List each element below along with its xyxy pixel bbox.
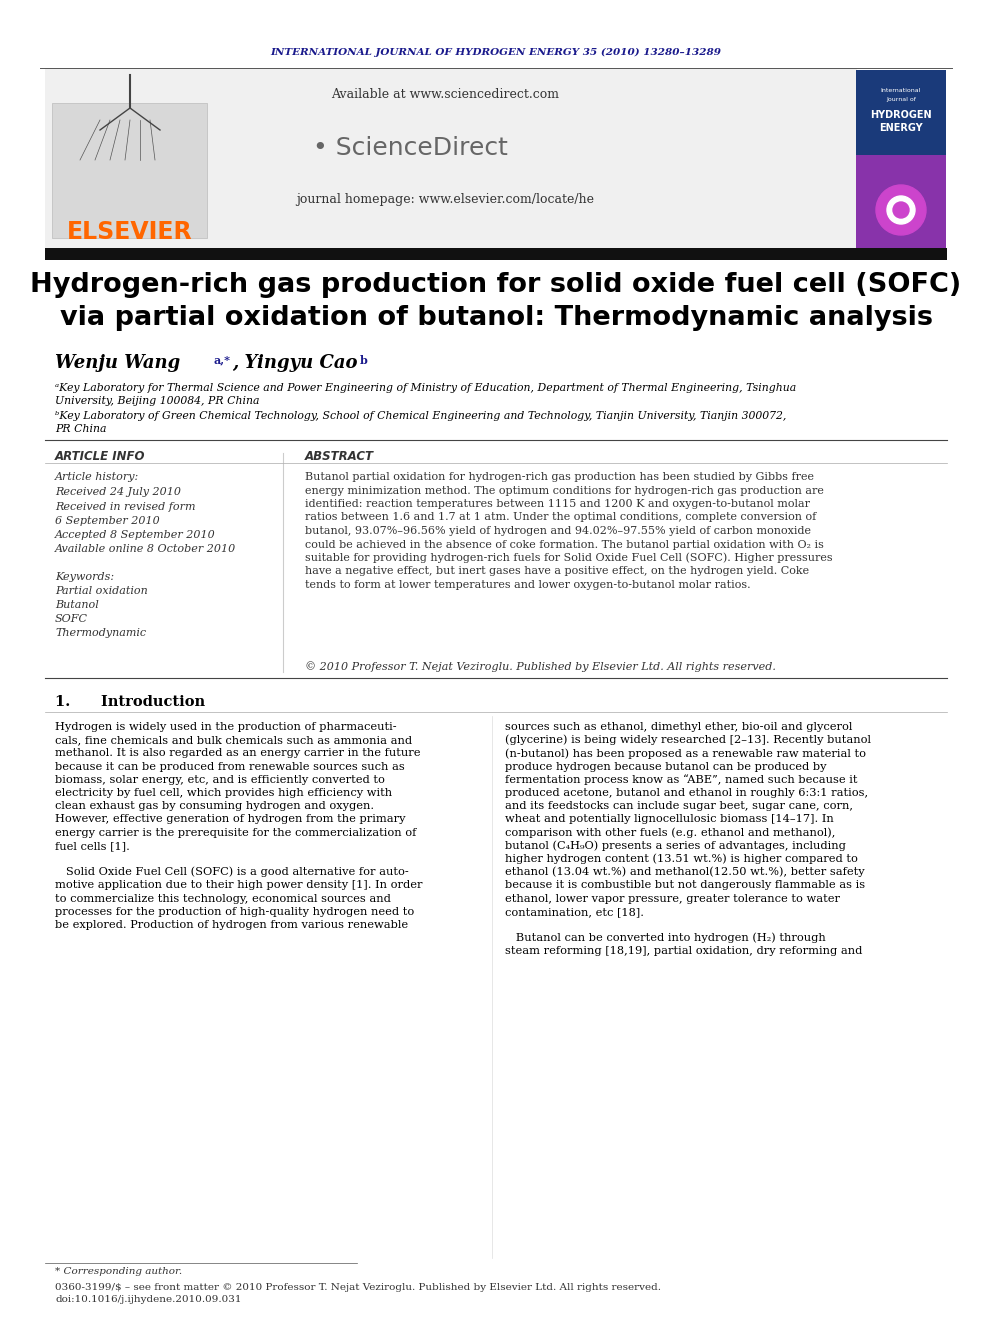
Text: (glycerine) is being widely researched [2–13]. Recently butanol: (glycerine) is being widely researched [… — [505, 734, 871, 745]
Text: Butanol: Butanol — [55, 601, 99, 610]
Text: PR China: PR China — [55, 423, 106, 434]
Text: be explored. Production of hydrogen from various renewable: be explored. Production of hydrogen from… — [55, 919, 408, 930]
Text: ethanol, lower vapor pressure, greater tolerance to water: ethanol, lower vapor pressure, greater t… — [505, 893, 840, 904]
Text: © 2010 Professor T. Nejat Veziroglu. Published by Elsevier Ltd. All rights reser: © 2010 Professor T. Nejat Veziroglu. Pub… — [305, 662, 776, 672]
Text: ELSEVIER: ELSEVIER — [67, 220, 192, 243]
Text: 0360-3199/$ – see front matter © 2010 Professor T. Nejat Veziroglu. Published by: 0360-3199/$ – see front matter © 2010 Pr… — [55, 1282, 661, 1291]
Text: ARTICLE INFO: ARTICLE INFO — [55, 451, 146, 463]
Text: biomass, solar energy, etc, and is efficiently converted to: biomass, solar energy, etc, and is effic… — [55, 775, 385, 785]
Text: steam reforming [18,19], partial oxidation, dry reforming and: steam reforming [18,19], partial oxidati… — [505, 946, 862, 957]
Text: because it is combustible but not dangerously flammable as is: because it is combustible but not danger… — [505, 880, 865, 890]
Text: energy minimization method. The optimum conditions for hydrogen-rich gas product: energy minimization method. The optimum … — [305, 486, 824, 496]
Text: energy carrier is the prerequisite for the commercialization of: energy carrier is the prerequisite for t… — [55, 828, 417, 837]
Text: Journal of: Journal of — [886, 98, 916, 102]
Text: Available at www.sciencedirect.com: Available at www.sciencedirect.com — [331, 89, 559, 102]
Circle shape — [893, 202, 909, 218]
Text: Accepted 8 September 2010: Accepted 8 September 2010 — [55, 531, 215, 540]
Text: sources such as ethanol, dimethyl ether, bio-oil and glycerol: sources such as ethanol, dimethyl ether,… — [505, 722, 852, 732]
Text: Partial oxidation: Partial oxidation — [55, 586, 148, 595]
Text: contamination, etc [18].: contamination, etc [18]. — [505, 906, 644, 917]
Text: higher hydrogen content (13.51 wt.%) is higher compared to: higher hydrogen content (13.51 wt.%) is … — [505, 853, 858, 864]
Text: HYDROGEN: HYDROGEN — [870, 110, 931, 120]
Text: University, Beijing 100084, PR China: University, Beijing 100084, PR China — [55, 396, 260, 406]
Text: because it can be produced from renewable sources such as: because it can be produced from renewabl… — [55, 762, 405, 771]
Text: Butanol can be converted into hydrogen (H₂) through: Butanol can be converted into hydrogen (… — [505, 933, 825, 943]
Text: 6 September 2010: 6 September 2010 — [55, 516, 160, 527]
Bar — [856, 155, 946, 250]
Text: ratios between 1.6 and 1.7 at 1 atm. Under the optimal conditions, complete conv: ratios between 1.6 and 1.7 at 1 atm. Und… — [305, 512, 816, 523]
Text: • ScienceDirect: • ScienceDirect — [312, 136, 508, 160]
Text: b: b — [360, 355, 368, 365]
Text: a,*: a,* — [213, 355, 230, 365]
Text: (n-butanol) has been proposed as a renewable raw material to: (n-butanol) has been proposed as a renew… — [505, 747, 866, 758]
Text: wheat and potentially lignocellulosic biomass [14–17]. In: wheat and potentially lignocellulosic bi… — [505, 815, 833, 824]
Text: processes for the production of high-quality hydrogen need to: processes for the production of high-qua… — [55, 906, 415, 917]
Text: ABSTRACT: ABSTRACT — [305, 451, 374, 463]
Text: butanol (C₄H₉O) presents a series of advantages, including: butanol (C₄H₉O) presents a series of adv… — [505, 840, 846, 851]
Text: Received in revised form: Received in revised form — [55, 501, 195, 512]
Bar — [856, 70, 946, 250]
Text: SOFC: SOFC — [55, 614, 88, 624]
Text: could be achieved in the absence of coke formation. The butanol partial oxidatio: could be achieved in the absence of coke… — [305, 540, 824, 549]
Text: * Corresponding author.: * Corresponding author. — [55, 1267, 183, 1277]
Circle shape — [876, 185, 926, 235]
Text: Hydrogen is widely used in the production of pharmaceuti-: Hydrogen is widely used in the productio… — [55, 722, 397, 732]
Text: fuel cells [1].: fuel cells [1]. — [55, 841, 130, 851]
Text: Solid Oxide Fuel Cell (SOFC) is a good alternative for auto-: Solid Oxide Fuel Cell (SOFC) is a good a… — [55, 867, 409, 877]
Text: Thermodynamic: Thermodynamic — [55, 628, 146, 638]
Text: Received 24 July 2010: Received 24 July 2010 — [55, 487, 181, 497]
Text: suitable for providing hydrogen-rich fuels for Solid Oxide Fuel Cell (SOFC). Hig: suitable for providing hydrogen-rich fue… — [305, 553, 832, 564]
Text: clean exhaust gas by consuming hydrogen and oxygen.: clean exhaust gas by consuming hydrogen … — [55, 802, 374, 811]
Text: journal homepage: www.elsevier.com/locate/he: journal homepage: www.elsevier.com/locat… — [296, 193, 594, 206]
Text: Available online 8 October 2010: Available online 8 October 2010 — [55, 544, 236, 554]
Text: 1.      Introduction: 1. Introduction — [55, 695, 205, 709]
Text: However, effective generation of hydrogen from the primary: However, effective generation of hydroge… — [55, 815, 406, 824]
Text: tends to form at lower temperatures and lower oxygen-to-butanol molar ratios.: tends to form at lower temperatures and … — [305, 579, 751, 590]
Text: ENERGY: ENERGY — [879, 123, 923, 134]
Bar — [52, 103, 207, 238]
Text: Keywords:: Keywords: — [55, 572, 114, 582]
Text: butanol, 93.07%–96.56% yield of hydrogen and 94.02%–97.55% yield of carbon monox: butanol, 93.07%–96.56% yield of hydrogen… — [305, 527, 811, 536]
Text: Article history:: Article history: — [55, 472, 139, 482]
Text: Butanol partial oxidation for hydrogen-rich gas production has been studied by G: Butanol partial oxidation for hydrogen-r… — [305, 472, 814, 482]
Bar — [45, 247, 947, 261]
Bar — [45, 67, 857, 251]
Text: Wenju Wang: Wenju Wang — [55, 355, 186, 372]
Text: , Yingyu Cao: , Yingyu Cao — [232, 355, 364, 372]
Text: have a negative effect, but inert gases have a positive effect, on the hydrogen : have a negative effect, but inert gases … — [305, 566, 809, 577]
Text: to commercialize this technology, economical sources and: to commercialize this technology, econom… — [55, 893, 391, 904]
Text: electricity by fuel cell, which provides high efficiency with: electricity by fuel cell, which provides… — [55, 789, 392, 798]
Text: identified: reaction temperatures between 1115 and 1200 K and oxygen-to-butanol : identified: reaction temperatures betwee… — [305, 499, 810, 509]
Circle shape — [887, 196, 915, 224]
Text: INTERNATIONAL JOURNAL OF HYDROGEN ENERGY 35 (2010) 13280–13289: INTERNATIONAL JOURNAL OF HYDROGEN ENERGY… — [271, 48, 721, 57]
Text: produced acetone, butanol and ethanol in roughly 6:3:1 ratios,: produced acetone, butanol and ethanol in… — [505, 789, 868, 798]
Text: motive application due to their high power density [1]. In order: motive application due to their high pow… — [55, 880, 423, 890]
Text: Hydrogen-rich gas production for solid oxide fuel cell (SOFC): Hydrogen-rich gas production for solid o… — [31, 273, 961, 298]
Text: fermentation process know as “ABE”, named such because it: fermentation process know as “ABE”, name… — [505, 774, 857, 785]
Text: ᵃKey Laboratory for Thermal Science and Power Engineering of Ministry of Educati: ᵃKey Laboratory for Thermal Science and … — [55, 382, 797, 393]
Text: cals, fine chemicals and bulk chemicals such as ammonia and: cals, fine chemicals and bulk chemicals … — [55, 736, 412, 745]
Text: via partial oxidation of butanol: Thermodynamic analysis: via partial oxidation of butanol: Thermo… — [60, 306, 932, 331]
Text: ᵇKey Laboratory of Green Chemical Technology, School of Chemical Engineering and: ᵇKey Laboratory of Green Chemical Techno… — [55, 411, 787, 421]
Text: methanol. It is also regarded as an energy carrier in the future: methanol. It is also regarded as an ener… — [55, 749, 421, 758]
Text: comparison with other fuels (e.g. ethanol and methanol),: comparison with other fuels (e.g. ethano… — [505, 827, 835, 837]
Text: and its feedstocks can include sugar beet, sugar cane, corn,: and its feedstocks can include sugar bee… — [505, 802, 853, 811]
Text: International: International — [881, 87, 922, 93]
Text: produce hydrogen because butanol can be produced by: produce hydrogen because butanol can be … — [505, 762, 826, 771]
Text: doi:10.1016/j.ijhydene.2010.09.031: doi:10.1016/j.ijhydene.2010.09.031 — [55, 1295, 241, 1304]
Text: ethanol (13.04 wt.%) and methanol(12.50 wt.%), better safety: ethanol (13.04 wt.%) and methanol(12.50 … — [505, 867, 865, 877]
